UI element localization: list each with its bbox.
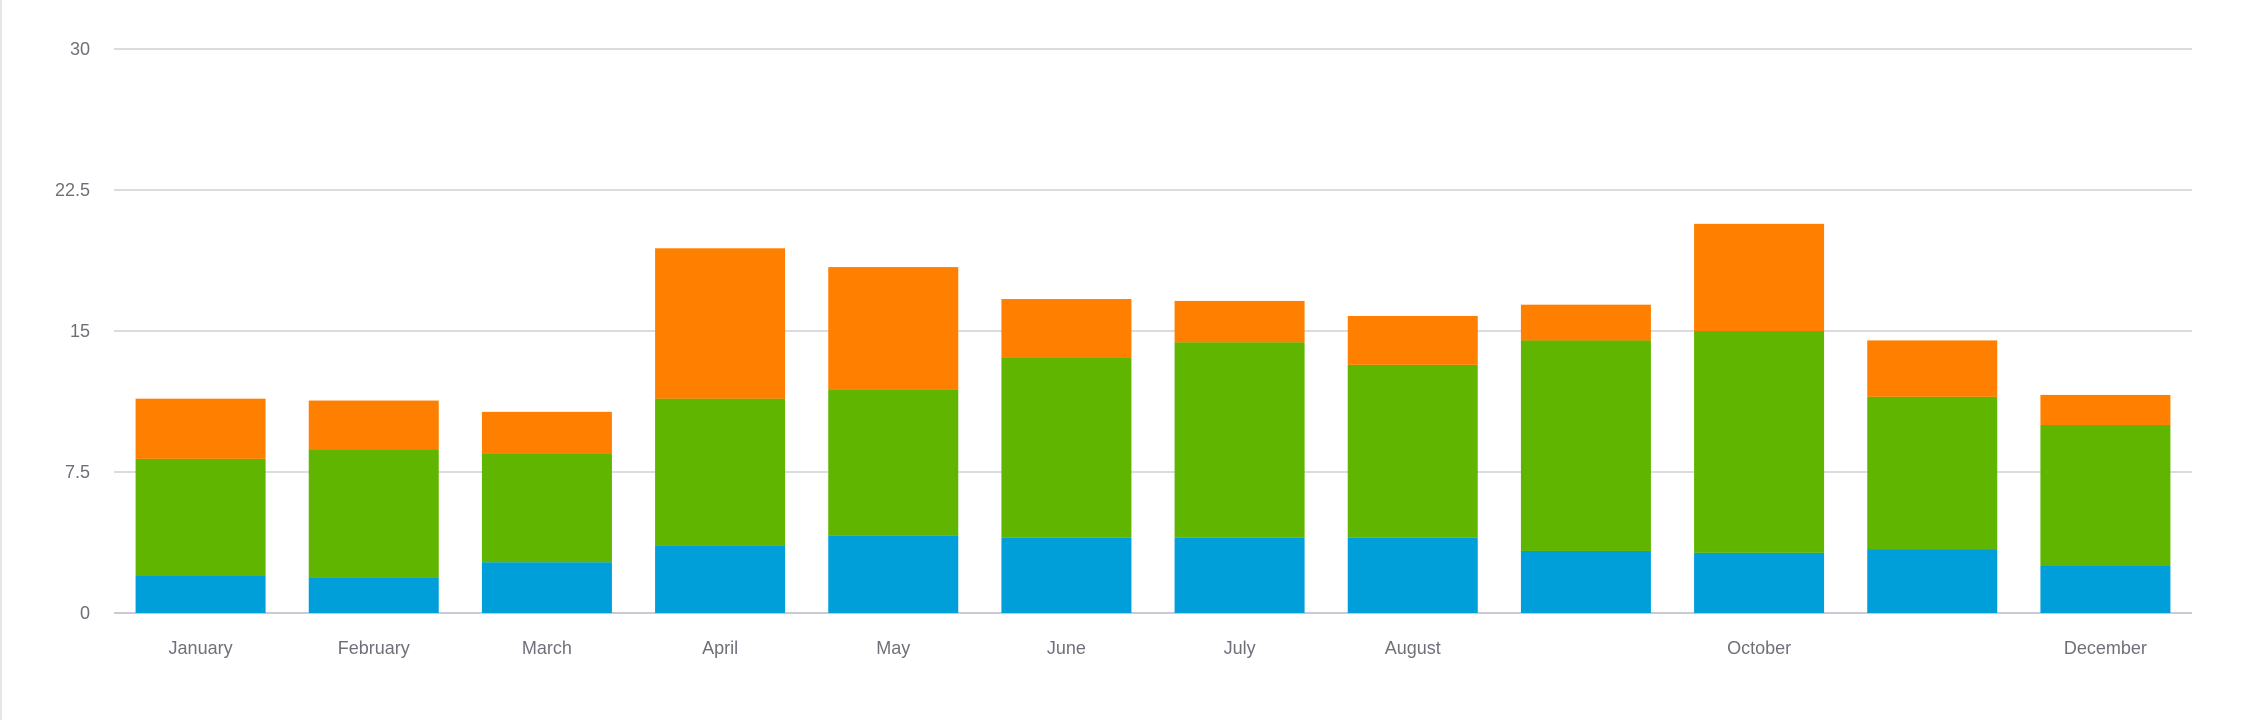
bar-segment-series-2[interactable] (828, 389, 959, 536)
y-tick-label: 7.5 (65, 462, 90, 482)
bars (135, 223, 2171, 613)
x-tick-label: July (1224, 638, 1256, 658)
bar-segment-series-1[interactable] (1694, 552, 1825, 613)
bar-segment-series-1[interactable] (481, 562, 612, 613)
x-tick-label: May (876, 638, 910, 658)
gridlines (114, 48, 2192, 614)
bar-segment-series-2[interactable] (1001, 357, 1132, 538)
x-tick-label: February (338, 638, 410, 658)
x-tick-label: June (1047, 638, 1086, 658)
bar-segment-series-3[interactable] (1001, 299, 1132, 358)
x-tick-label: August (1385, 638, 1441, 658)
bar-segment-series-2[interactable] (1867, 396, 1998, 550)
chart-left-border (0, 0, 2, 720)
bar-segment-series-3[interactable] (1867, 340, 1998, 397)
y-tick-label: 22.5 (55, 180, 90, 200)
bar-segment-series-1[interactable] (135, 575, 266, 613)
x-tick-label: January (169, 638, 233, 658)
x-tick-label: October (1727, 638, 1791, 658)
bar-segment-series-3[interactable] (481, 411, 612, 454)
bar-segment-series-3[interactable] (308, 400, 439, 450)
bar-segment-series-1[interactable] (1867, 549, 1998, 613)
bar-segment-series-3[interactable] (1694, 223, 1825, 331)
bar-segment-series-1[interactable] (1174, 537, 1305, 613)
bar-segment-series-2[interactable] (1347, 364, 1478, 538)
x-tick-label: March (522, 638, 572, 658)
bar-segment-series-3[interactable] (828, 267, 959, 390)
bar-segment-series-2[interactable] (1694, 331, 1825, 553)
x-tick-label: December (2064, 638, 2147, 658)
bar-segment-series-3[interactable] (2040, 394, 2171, 425)
bar-segment-series-1[interactable] (655, 545, 786, 613)
bar-segment-series-3[interactable] (1174, 300, 1305, 343)
bar-segment-series-3[interactable] (1347, 315, 1478, 365)
y-tick-label: 0 (80, 603, 90, 623)
bar-segment-series-2[interactable] (481, 453, 612, 563)
y-axis-ticks: 0 7.5 15 22.5 30 (55, 39, 90, 623)
bar-segment-series-2[interactable] (1520, 340, 1651, 551)
bar-segment-series-1[interactable] (1001, 537, 1132, 613)
bar-segment-series-2[interactable] (655, 398, 786, 546)
bar-segment-series-1[interactable] (2040, 566, 2171, 613)
bar-segment-series-3[interactable] (1520, 304, 1651, 341)
bar-segment-series-2[interactable] (135, 458, 266, 576)
bar-segment-series-3[interactable] (135, 398, 266, 459)
bar-segment-series-2[interactable] (308, 449, 439, 578)
bar-segment-series-2[interactable] (2040, 425, 2171, 566)
y-tick-label: 30 (70, 39, 90, 59)
bar-segment-series-1[interactable] (1347, 537, 1478, 613)
bar-segment-series-1[interactable] (828, 535, 959, 613)
x-axis-ticks: January February March April May June July Augu… (169, 638, 2147, 658)
x-tick-label: April (702, 638, 738, 658)
y-tick-label: 15 (70, 321, 90, 341)
bar-segment-series-2[interactable] (1174, 342, 1305, 538)
bar-segment-series-1[interactable] (308, 577, 439, 613)
bar-segment-series-3[interactable] (655, 248, 786, 399)
bar-segment-series-1[interactable] (1520, 550, 1651, 613)
